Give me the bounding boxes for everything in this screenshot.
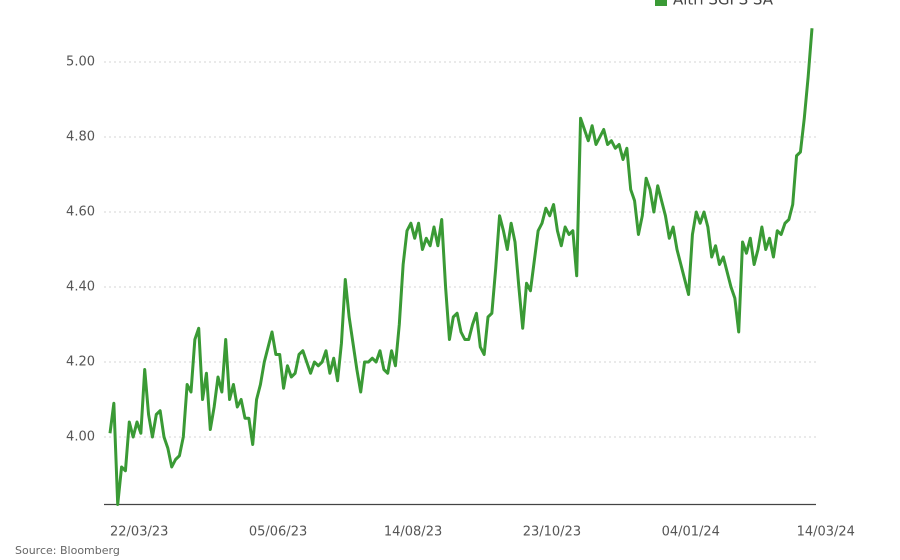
x-tick-label: 22/03/23 <box>110 525 168 540</box>
x-tick-label: 14/03/24 <box>797 525 855 540</box>
legend-label: Altri SGPS SA <box>673 0 774 9</box>
y-tick-label: 4.60 <box>66 205 95 220</box>
y-tick-label: 4.40 <box>66 280 95 295</box>
source-note: Source: Bloomberg <box>15 544 120 557</box>
x-tick-label: 14/08/23 <box>384 525 442 540</box>
y-tick-label: 4.00 <box>66 430 95 445</box>
y-tick-label: 5.00 <box>66 55 95 70</box>
x-tick-label: 05/06/23 <box>249 525 307 540</box>
legend-swatch <box>655 0 667 6</box>
price-line <box>108 28 814 506</box>
y-tick-label: 4.80 <box>66 130 95 145</box>
x-tick-label: 23/10/23 <box>523 525 581 540</box>
x-tick-label: 04/01/24 <box>662 525 720 540</box>
y-tick-label: 4.20 <box>66 355 95 370</box>
